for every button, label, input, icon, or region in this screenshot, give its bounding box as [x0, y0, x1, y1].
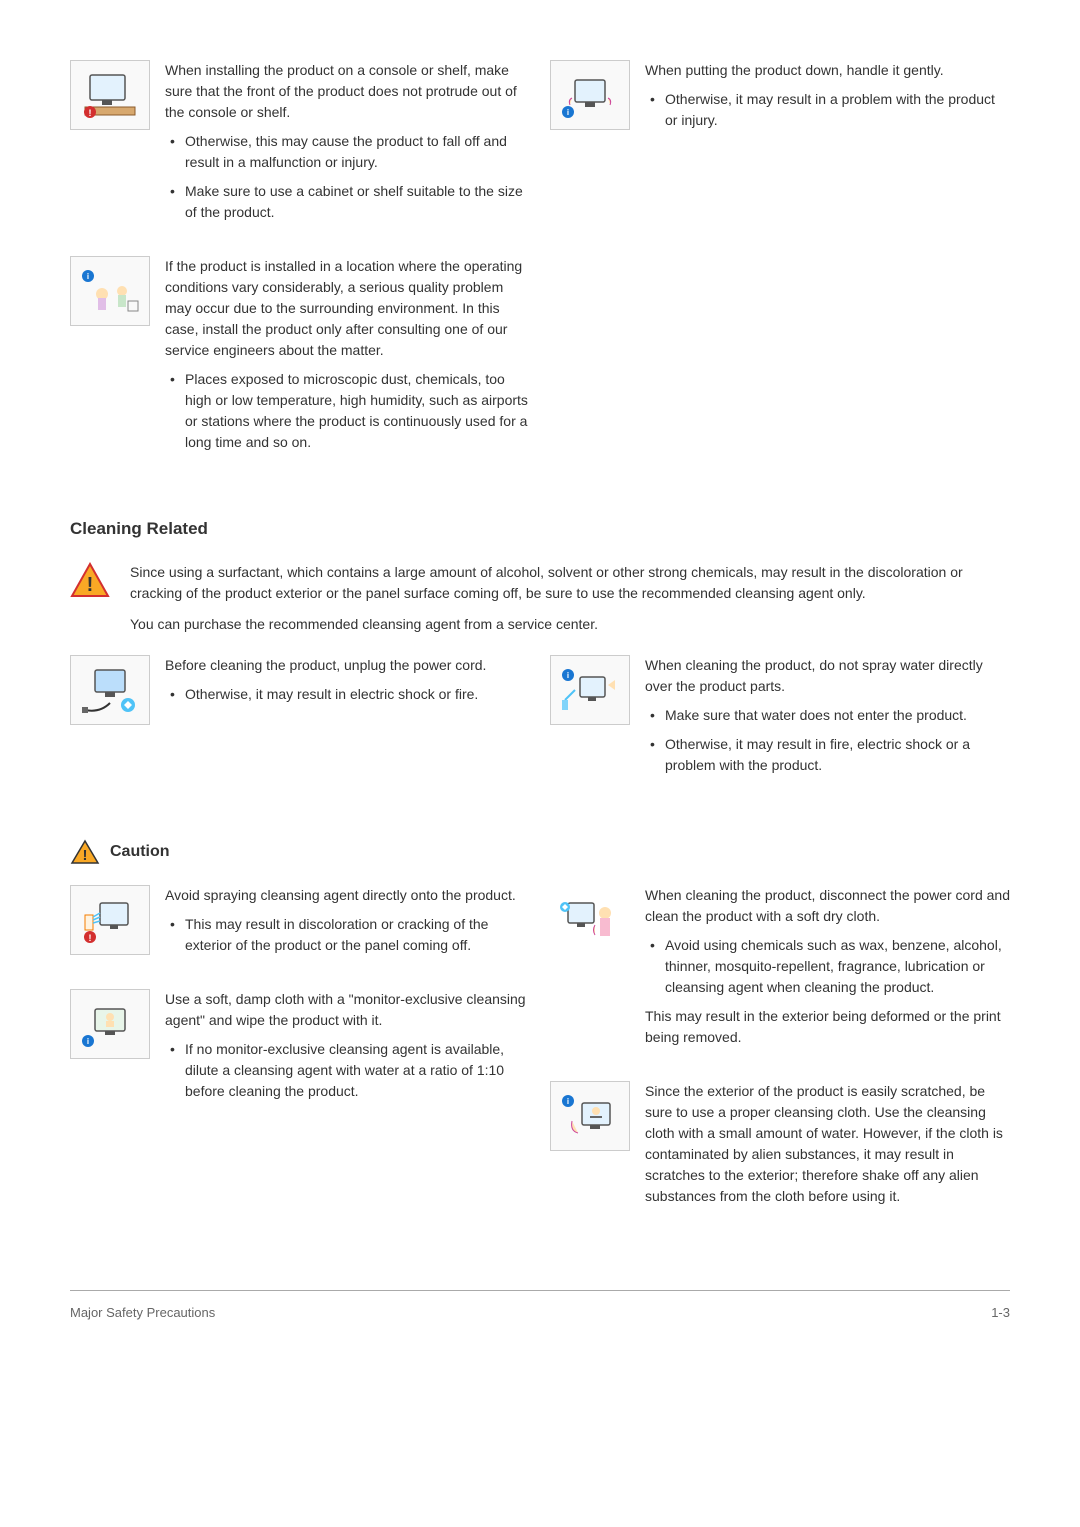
- caution-header: ! Caution: [70, 839, 1010, 865]
- top-left-column: ! When installing the product on a conso…: [70, 60, 530, 486]
- svg-text:!: !: [87, 574, 94, 596]
- no-spray-icon: i: [550, 655, 630, 725]
- svg-text:i: i: [87, 1037, 89, 1046]
- safety-item: i If the product is installed in a locat…: [70, 256, 530, 461]
- warning-para: Since using a surfactant, which contains…: [130, 562, 1010, 604]
- environment-icon: i: [70, 256, 150, 326]
- svg-text:!: !: [83, 847, 88, 864]
- item-para: Before cleaning the product, unplug the …: [165, 655, 530, 676]
- cleaning-heading: Cleaning Related: [70, 516, 1010, 542]
- safety-item: i Use a soft, damp cloth with a "monitor…: [70, 989, 530, 1110]
- damp-cloth-icon: i: [70, 989, 150, 1059]
- item-para: When putting the product down, handle it…: [645, 60, 1010, 81]
- item-bullet: Make sure that water does not enter the …: [645, 705, 1010, 726]
- item-bullet: Otherwise, it may result in a problem wi…: [645, 89, 1010, 131]
- warning-para: You can purchase the recommended cleansi…: [130, 614, 1010, 635]
- svg-text:i: i: [567, 108, 569, 117]
- item-para: If the product is installed in a locatio…: [165, 256, 530, 361]
- monitor-shelf-icon: !: [70, 60, 150, 130]
- item-para: When installing the product on a console…: [165, 60, 530, 123]
- warning-triangle-icon: !: [70, 562, 110, 598]
- item-para: Since the exterior of the product is eas…: [645, 1081, 1010, 1207]
- safety-item: Before cleaning the product, unplug the …: [70, 655, 530, 725]
- top-right-column: i When putting the product down, handle …: [550, 60, 1010, 486]
- footer-left: Major Safety Precautions: [70, 1303, 215, 1323]
- svg-text:i: i: [567, 671, 569, 680]
- item-bullet: Otherwise, it may result in electric sho…: [165, 684, 530, 705]
- item-para: Avoid spraying cleansing agent directly …: [165, 885, 530, 906]
- svg-text:!: !: [89, 108, 92, 118]
- soft-cloth-icon: [550, 885, 630, 955]
- item-bullet: Make sure to use a cabinet or shelf suit…: [165, 181, 530, 223]
- svg-text:i: i: [567, 1097, 569, 1106]
- cleaning-warning: ! Since using a surfactant, which contai…: [70, 562, 1010, 635]
- avoid-spray-icon: !: [70, 885, 150, 955]
- page-footer: Major Safety Precautions 1-3: [70, 1290, 1010, 1323]
- safety-item: i When cleaning the product, do not spra…: [550, 655, 1010, 784]
- handle-gently-icon: i: [550, 60, 630, 130]
- safety-item: ! When installing the product on a conso…: [70, 60, 530, 231]
- item-bullet: Otherwise, it may result in fire, electr…: [645, 734, 1010, 776]
- safety-item: i When putting the product down, handle …: [550, 60, 1010, 139]
- item-bullet: Avoid using chemicals such as wax, benze…: [645, 935, 1010, 998]
- caution-label: Caution: [110, 840, 170, 864]
- item-bullet: Otherwise, this may cause the product to…: [165, 131, 530, 173]
- caution-triangle-icon: !: [70, 839, 100, 865]
- svg-text:!: !: [89, 933, 92, 943]
- item-bullet: If no monitor-exclusive cleansing agent …: [165, 1039, 530, 1102]
- safety-item: i Since the exterior of the product is e…: [550, 1081, 1010, 1215]
- item-bullet: This may result in discoloration or crac…: [165, 914, 530, 956]
- svg-text:i: i: [87, 272, 89, 281]
- proper-cloth-icon: i: [550, 1081, 630, 1151]
- item-note: This may result in the exterior being de…: [645, 1006, 1010, 1048]
- safety-item: When cleaning the product, disconnect th…: [550, 885, 1010, 1056]
- safety-item: ! Avoid spraying cleansing agent directl…: [70, 885, 530, 964]
- item-bullet: Places exposed to microscopic dust, chem…: [165, 369, 530, 453]
- item-para: When cleaning the product, do not spray …: [645, 655, 1010, 697]
- unplug-icon: [70, 655, 150, 725]
- footer-right: 1-3: [991, 1303, 1010, 1323]
- item-para: When cleaning the product, disconnect th…: [645, 885, 1010, 927]
- item-para: Use a soft, damp cloth with a "monitor-e…: [165, 989, 530, 1031]
